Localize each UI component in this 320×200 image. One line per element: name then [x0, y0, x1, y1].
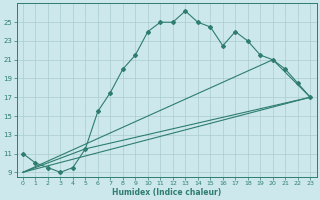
- X-axis label: Humidex (Indice chaleur): Humidex (Indice chaleur): [112, 188, 221, 197]
